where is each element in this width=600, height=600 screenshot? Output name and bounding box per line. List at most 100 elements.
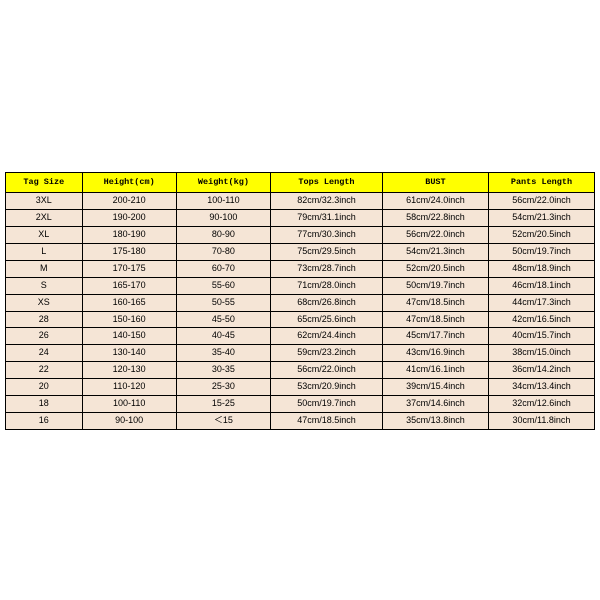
cell-bust: 52cm/20.5inch xyxy=(382,260,488,277)
cell-tops-length: 71cm/28.0inch xyxy=(271,277,383,294)
cell-tag-size: 20 xyxy=(6,379,83,396)
cell-height: 170-175 xyxy=(82,260,176,277)
cell-bust: 39cm/15.4inch xyxy=(382,379,488,396)
cell-weight: 50-55 xyxy=(176,294,270,311)
cell-tops-length: 59cm/23.2inch xyxy=(271,345,383,362)
cell-weight: 90-100 xyxy=(176,210,270,227)
table-row: 18 100-110 15-25 50cm/19.7inch 37cm/14.6… xyxy=(6,396,595,413)
cell-weight: 25-30 xyxy=(176,379,270,396)
cell-bust: 58cm/22.8inch xyxy=(382,210,488,227)
cell-bust: 56cm/22.0inch xyxy=(382,227,488,244)
cell-weight: 60-70 xyxy=(176,260,270,277)
cell-tops-length: 77cm/30.3inch xyxy=(271,227,383,244)
cell-weight: 30-35 xyxy=(176,362,270,379)
table-row: L 175-180 70-80 75cm/29.5inch 54cm/21.3i… xyxy=(6,244,595,261)
cell-weight: 100-110 xyxy=(176,193,270,210)
cell-height: 190-200 xyxy=(82,210,176,227)
cell-tag-size: S xyxy=(6,277,83,294)
table-row: 3XL 200-210 100-110 82cm/32.3inch 61cm/2… xyxy=(6,193,595,210)
table-row: 24 130-140 35-40 59cm/23.2inch 43cm/16.9… xyxy=(6,345,595,362)
cell-weight: 55-60 xyxy=(176,277,270,294)
cell-bust: 41cm/16.1inch xyxy=(382,362,488,379)
table-row: 22 120-130 30-35 56cm/22.0inch 41cm/16.1… xyxy=(6,362,595,379)
cell-tops-length: 73cm/28.7inch xyxy=(271,260,383,277)
cell-height: 200-210 xyxy=(82,193,176,210)
cell-height: 90-100 xyxy=(82,412,176,429)
cell-weight: 45-50 xyxy=(176,311,270,328)
cell-bust: 54cm/21.3inch xyxy=(382,244,488,261)
cell-height: 100-110 xyxy=(82,396,176,413)
cell-tops-length: 65cm/25.6inch xyxy=(271,311,383,328)
cell-tag-size: 28 xyxy=(6,311,83,328)
cell-bust: 50cm/19.7inch xyxy=(382,277,488,294)
cell-tag-size: M xyxy=(6,260,83,277)
cell-pants-length: 50cm/19.7inch xyxy=(488,244,594,261)
cell-tag-size: L xyxy=(6,244,83,261)
table-row: 2XL 190-200 90-100 79cm/31.1inch 58cm/22… xyxy=(6,210,595,227)
cell-bust: 37cm/14.6inch xyxy=(382,396,488,413)
header-row: Tag Size Height(cm) Weight(kg) Tops Leng… xyxy=(6,173,595,193)
cell-weight: 40-45 xyxy=(176,328,270,345)
cell-weight: 70-80 xyxy=(176,244,270,261)
col-weight: Weight(kg) xyxy=(176,173,270,193)
cell-weight: 35-40 xyxy=(176,345,270,362)
cell-tag-size: 26 xyxy=(6,328,83,345)
cell-bust: 43cm/16.9inch xyxy=(382,345,488,362)
cell-bust: 61cm/24.0inch xyxy=(382,193,488,210)
cell-tag-size: XL xyxy=(6,227,83,244)
cell-tops-length: 68cm/26.8inch xyxy=(271,294,383,311)
cell-height: 165-170 xyxy=(82,277,176,294)
cell-height: 160-165 xyxy=(82,294,176,311)
cell-tops-length: 47cm/18.5inch xyxy=(271,412,383,429)
cell-tag-size: 22 xyxy=(6,362,83,379)
col-tag-size: Tag Size xyxy=(6,173,83,193)
cell-tag-size: 18 xyxy=(6,396,83,413)
cell-bust: 35cm/13.8inch xyxy=(382,412,488,429)
col-tops-length: Tops Length xyxy=(271,173,383,193)
cell-pants-length: 46cm/18.1inch xyxy=(488,277,594,294)
cell-tag-size: 3XL xyxy=(6,193,83,210)
cell-tops-length: 53cm/20.9inch xyxy=(271,379,383,396)
cell-pants-length: 52cm/20.5inch xyxy=(488,227,594,244)
cell-tag-size: XS xyxy=(6,294,83,311)
cell-weight: ＜15 xyxy=(176,412,270,429)
table-body: 3XL 200-210 100-110 82cm/32.3inch 61cm/2… xyxy=(6,193,595,429)
col-bust: BUST xyxy=(382,173,488,193)
cell-weight: 15-25 xyxy=(176,396,270,413)
cell-pants-length: 40cm/15.7inch xyxy=(488,328,594,345)
table-row: 28 150-160 45-50 65cm/25.6inch 47cm/18.5… xyxy=(6,311,595,328)
cell-tag-size: 16 xyxy=(6,412,83,429)
cell-height: 150-160 xyxy=(82,311,176,328)
table-row: 26 140-150 40-45 62cm/24.4inch 45cm/17.7… xyxy=(6,328,595,345)
cell-pants-length: 54cm/21.3inch xyxy=(488,210,594,227)
cell-height: 140-150 xyxy=(82,328,176,345)
table-row: XL 180-190 80-90 77cm/30.3inch 56cm/22.0… xyxy=(6,227,595,244)
cell-height: 180-190 xyxy=(82,227,176,244)
cell-tops-length: 56cm/22.0inch xyxy=(271,362,383,379)
cell-weight: 80-90 xyxy=(176,227,270,244)
cell-height: 175-180 xyxy=(82,244,176,261)
table-row: XS 160-165 50-55 68cm/26.8inch 47cm/18.5… xyxy=(6,294,595,311)
cell-height: 130-140 xyxy=(82,345,176,362)
cell-height: 110-120 xyxy=(82,379,176,396)
cell-tops-length: 75cm/29.5inch xyxy=(271,244,383,261)
size-table: Tag Size Height(cm) Weight(kg) Tops Leng… xyxy=(5,172,595,430)
cell-pants-length: 42cm/16.5inch xyxy=(488,311,594,328)
cell-tag-size: 2XL xyxy=(6,210,83,227)
cell-pants-length: 34cm/13.4inch xyxy=(488,379,594,396)
cell-tops-length: 50cm/19.7inch xyxy=(271,396,383,413)
cell-height: 120-130 xyxy=(82,362,176,379)
cell-bust: 47cm/18.5inch xyxy=(382,311,488,328)
table-row: 20 110-120 25-30 53cm/20.9inch 39cm/15.4… xyxy=(6,379,595,396)
col-height: Height(cm) xyxy=(82,173,176,193)
cell-pants-length: 44cm/17.3inch xyxy=(488,294,594,311)
size-chart: Tag Size Height(cm) Weight(kg) Tops Leng… xyxy=(5,172,595,430)
cell-bust: 47cm/18.5inch xyxy=(382,294,488,311)
cell-tops-length: 82cm/32.3inch xyxy=(271,193,383,210)
table-row: M 170-175 60-70 73cm/28.7inch 52cm/20.5i… xyxy=(6,260,595,277)
cell-tops-length: 79cm/31.1inch xyxy=(271,210,383,227)
cell-pants-length: 32cm/12.6inch xyxy=(488,396,594,413)
cell-pants-length: 38cm/15.0inch xyxy=(488,345,594,362)
cell-bust: 45cm/17.7inch xyxy=(382,328,488,345)
cell-pants-length: 56cm/22.0inch xyxy=(488,193,594,210)
